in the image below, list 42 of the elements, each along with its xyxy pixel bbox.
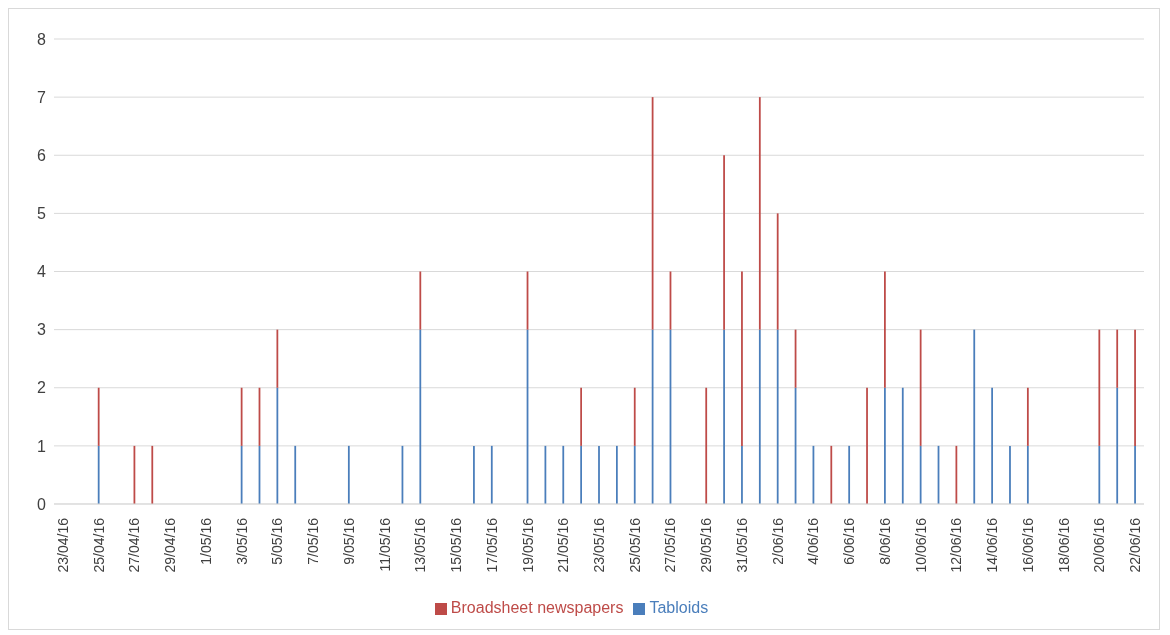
x-tick-label: 27/04/16 xyxy=(126,517,143,573)
x-tick-label: 1/05/16 xyxy=(197,517,214,565)
y-tick-label: 3 xyxy=(37,321,47,339)
x-tick-label: 19/05/16 xyxy=(519,517,536,573)
x-tick-label: 11/05/16 xyxy=(376,517,393,572)
y-tick-label: 1 xyxy=(37,437,47,455)
y-tick-label: 4 xyxy=(37,263,47,281)
x-tick-label: 6/06/16 xyxy=(841,517,858,565)
x-tick-label: 22/06/16 xyxy=(1127,517,1144,573)
x-tick-label: 25/04/16 xyxy=(90,517,107,573)
x-tick-label: 2/06/16 xyxy=(769,517,786,565)
y-tick-label: 6 xyxy=(37,146,47,164)
x-tick-label: 21/05/16 xyxy=(555,517,572,573)
x-tick-label: 29/05/16 xyxy=(698,517,715,573)
x-tick-label: 9/05/16 xyxy=(340,517,357,565)
x-tick-label: 7/05/16 xyxy=(305,517,322,565)
x-tick-label: 25/05/16 xyxy=(626,517,643,573)
x-tick-label: 23/05/16 xyxy=(591,517,607,573)
y-tick-label: 8 xyxy=(37,30,47,48)
x-tick-label: 13/05/16 xyxy=(412,517,429,573)
x-tick-label: 12/06/16 xyxy=(948,517,965,573)
legend-label: Tabloids xyxy=(649,599,709,616)
x-tick-label: 4/06/16 xyxy=(805,517,822,565)
x-tick-label: 17/05/16 xyxy=(483,517,500,573)
y-tick-label: 0 xyxy=(37,495,47,513)
x-tick-label: 20/06/16 xyxy=(1091,517,1108,573)
x-tick-label: 29/04/16 xyxy=(162,517,179,573)
y-tick-label: 2 xyxy=(37,379,47,397)
x-tick-label: 3/05/16 xyxy=(233,517,250,565)
y-tick-label: 5 xyxy=(37,205,47,223)
legend-label: Broadsheet newspapers xyxy=(450,599,624,616)
x-tick-label: 16/06/16 xyxy=(1019,517,1036,573)
x-tick-label: 23/04/16 xyxy=(54,517,71,573)
x-tick-label: 14/06/16 xyxy=(984,517,1001,573)
x-tick-label: 5/05/16 xyxy=(269,517,286,565)
x-tick-label: 15/05/16 xyxy=(448,517,465,573)
y-tick-label: 7 xyxy=(37,88,47,106)
x-tick-label: 10/06/16 xyxy=(912,517,929,573)
x-tick-label: 31/05/16 xyxy=(733,517,750,573)
x-tick-label: 8/06/16 xyxy=(876,517,893,565)
x-tick-label: 27/05/16 xyxy=(662,517,679,573)
x-tick-label: 18/06/16 xyxy=(1055,517,1072,573)
